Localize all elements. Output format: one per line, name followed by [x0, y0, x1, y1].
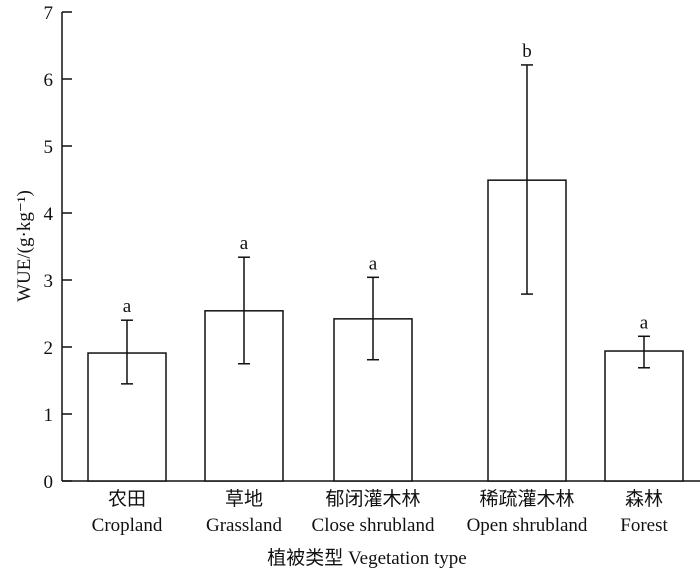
axes: 0 1 2 3 4 5 6 7	[44, 3, 700, 493]
significance-letter: a	[369, 253, 378, 274]
y-tick-label: 3	[44, 271, 54, 292]
significance-letter: a	[640, 312, 649, 333]
x-tick-label-cn: 稀疏灌木林	[479, 488, 574, 510]
bars: a 农田 Cropland a 草地 Grassland a 郁闭灌木林 Close shrub…	[87, 41, 684, 536]
x-tick-label-cn: 郁闭灌木林	[325, 488, 420, 510]
x-tick-label-en: Grassland	[206, 515, 282, 536]
significance-letter: b	[522, 41, 532, 62]
y-tick-label: 4	[44, 204, 54, 225]
bar	[604, 350, 684, 482]
y-tick-label: 0	[44, 472, 54, 493]
x-tick-label-en: Open shrubland	[467, 515, 588, 536]
y-tick-label: 7	[44, 3, 54, 24]
bar	[487, 179, 567, 482]
x-tick-label-cn: 农田	[108, 488, 146, 510]
x-tick-label-cn: 草地	[225, 488, 263, 510]
significance-letter: a	[123, 296, 132, 317]
x-tick-label-en: Cropland	[92, 515, 163, 536]
y-tick-label: 5	[44, 137, 54, 158]
x-tick-label-en: Forest	[620, 515, 668, 536]
x-axis-label: 植被类型 Vegetation type	[267, 547, 466, 569]
x-tick-label-en: Close shrubland	[312, 515, 435, 536]
y-tick-label: 2	[44, 338, 54, 359]
y-tick-label: 1	[44, 405, 54, 426]
y-tick-label: 6	[44, 70, 54, 91]
y-axis-label: WUE/(g·kg⁻¹)	[14, 190, 35, 302]
significance-letter: a	[240, 233, 249, 254]
x-tick-label-cn: 森林	[625, 488, 663, 510]
